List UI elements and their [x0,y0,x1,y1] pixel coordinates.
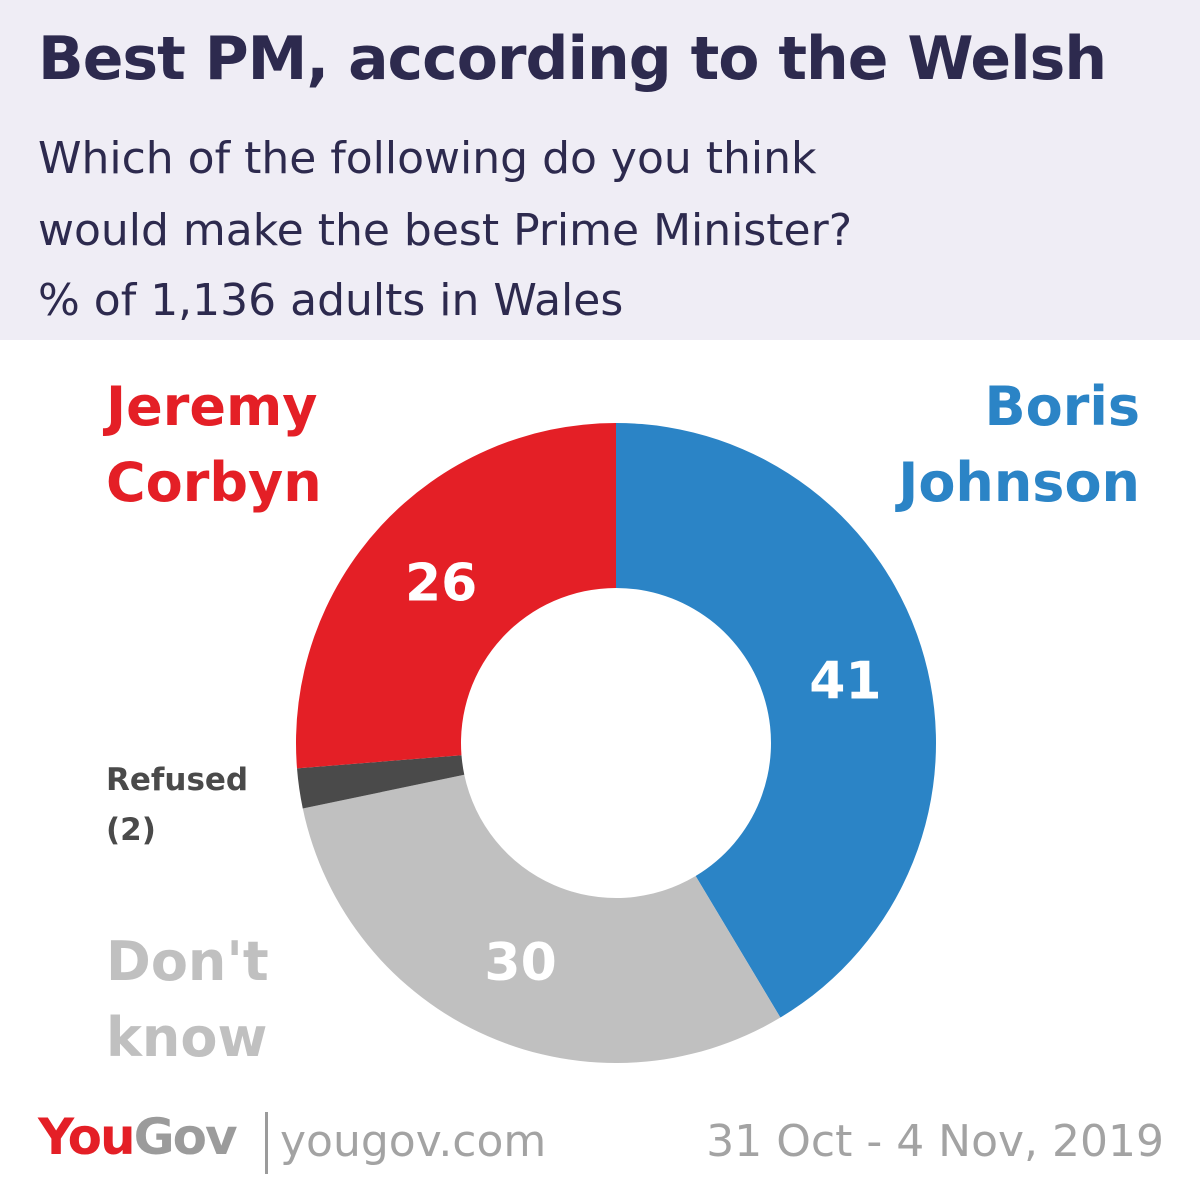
value-labels: 41 30 26 [405,554,882,994]
footer-url: yougov.com [280,1116,547,1167]
footer-date: 31 Oct - 4 Nov, 2019 [706,1116,1164,1167]
slice-jeremy-corbyn [296,423,616,769]
category-label-refused-2: Refused (2) [106,762,248,848]
subtitle-line-1: Which of the following do you think [38,133,817,184]
yougov-logo: YouGov [38,1108,238,1166]
footer-divider [265,1112,268,1174]
slice-refused-2 [297,755,465,809]
logo-gov-text: Gov [133,1108,238,1166]
category-labels: Boris Johnson Don't know Refused (2) Jeremy Cor… [102,375,1140,1069]
category-label-jeremy-corbyn: Jeremy Corbyn [102,375,322,514]
logo-you-text: You [38,1108,136,1166]
slice-boris-johnson [616,423,937,1018]
header-band [0,0,1200,340]
chart-title: Best PM, according to the Welsh [38,24,1107,94]
donut-slices [296,423,937,1063]
subtitle-line-3: % of 1,136 adults in Wales [38,275,624,326]
category-label-boris-johnson: Boris Johnson [894,375,1140,514]
value-label-jeremy-corbyn: 26 [405,554,477,614]
category-label-don-t-know: Don't know [106,930,269,1069]
subtitle-line-2: would make the best Prime Minister? [38,205,853,256]
slice-don-t-know [302,774,781,1063]
value-label-don-t-know: 30 [484,933,556,993]
value-label-boris-johnson: 41 [809,652,881,712]
